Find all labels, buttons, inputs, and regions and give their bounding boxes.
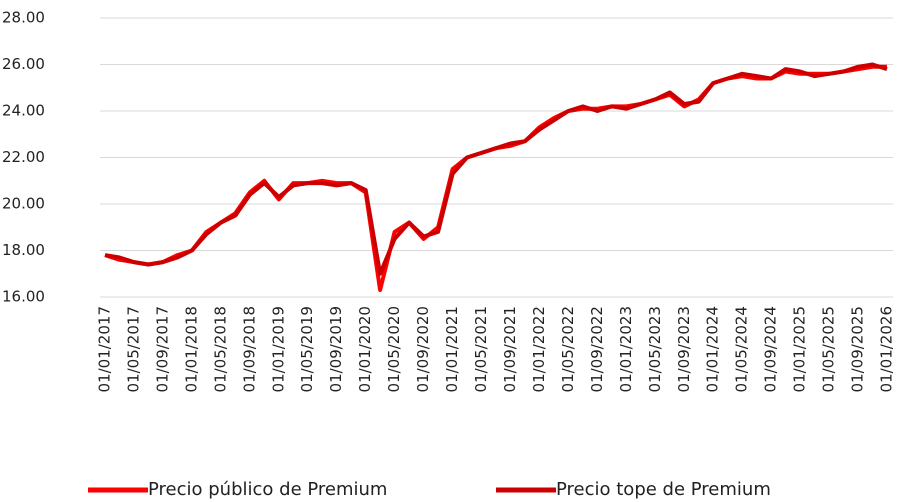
- legend-label: Precio público de Premium: [148, 479, 387, 500]
- y-tick-label: 28.00: [2, 9, 45, 27]
- x-tick-label: 01/05/2018: [211, 306, 229, 392]
- x-tick-label: 01/01/2021: [443, 306, 461, 392]
- x-tick-label: 01/01/2020: [356, 306, 374, 392]
- x-tick-label: 01/09/2024: [762, 306, 780, 392]
- y-tick-label: 20.00: [2, 195, 45, 213]
- x-tick-label: 01/01/2018: [182, 306, 200, 392]
- series-line: [104, 62, 888, 276]
- x-tick-label: 01/09/2025: [849, 306, 867, 392]
- x-tick-label: 01/09/2022: [588, 306, 606, 392]
- x-tick-label: 01/01/2019: [269, 306, 287, 392]
- x-tick-label: 01/01/2022: [530, 306, 548, 392]
- x-tick-label: 01/09/2020: [414, 306, 432, 392]
- x-tick-label: 01/05/2019: [298, 306, 316, 392]
- x-tick-label: 01/01/2025: [791, 306, 809, 392]
- y-tick-label: 24.00: [2, 102, 45, 120]
- x-tick-label: 01/01/2026: [878, 306, 896, 392]
- series-line: [104, 64, 887, 292]
- x-tick-label: 01/05/2021: [472, 306, 490, 392]
- x-tick-label: 01/05/2022: [559, 306, 577, 392]
- x-tick-label: 01/05/2023: [646, 306, 664, 392]
- x-tick-label: 01/05/2017: [124, 306, 142, 392]
- x-tick-label: 01/05/2020: [385, 306, 403, 392]
- x-tick-label: 01/01/2023: [617, 306, 635, 392]
- x-tick-label: 01/09/2017: [153, 306, 171, 392]
- y-tick-label: 18.00: [2, 241, 45, 259]
- x-tick-label: 01/09/2023: [675, 306, 693, 392]
- legend-label: Precio tope de Premium: [556, 479, 771, 500]
- y-tick-label: 22.00: [2, 148, 45, 166]
- y-tick-label: 16.00: [2, 288, 45, 306]
- x-tick-label: 01/01/2024: [704, 306, 722, 392]
- x-tick-label: 01/01/2017: [96, 306, 114, 392]
- x-tick-label: 01/05/2025: [820, 306, 838, 392]
- x-tick-label: 01/09/2021: [501, 306, 519, 392]
- x-tick-label: 01/09/2019: [327, 306, 345, 392]
- x-tick-label: 01/09/2018: [240, 306, 258, 392]
- x-tick-label: 01/05/2024: [733, 306, 751, 392]
- y-tick-label: 26.00: [2, 55, 45, 73]
